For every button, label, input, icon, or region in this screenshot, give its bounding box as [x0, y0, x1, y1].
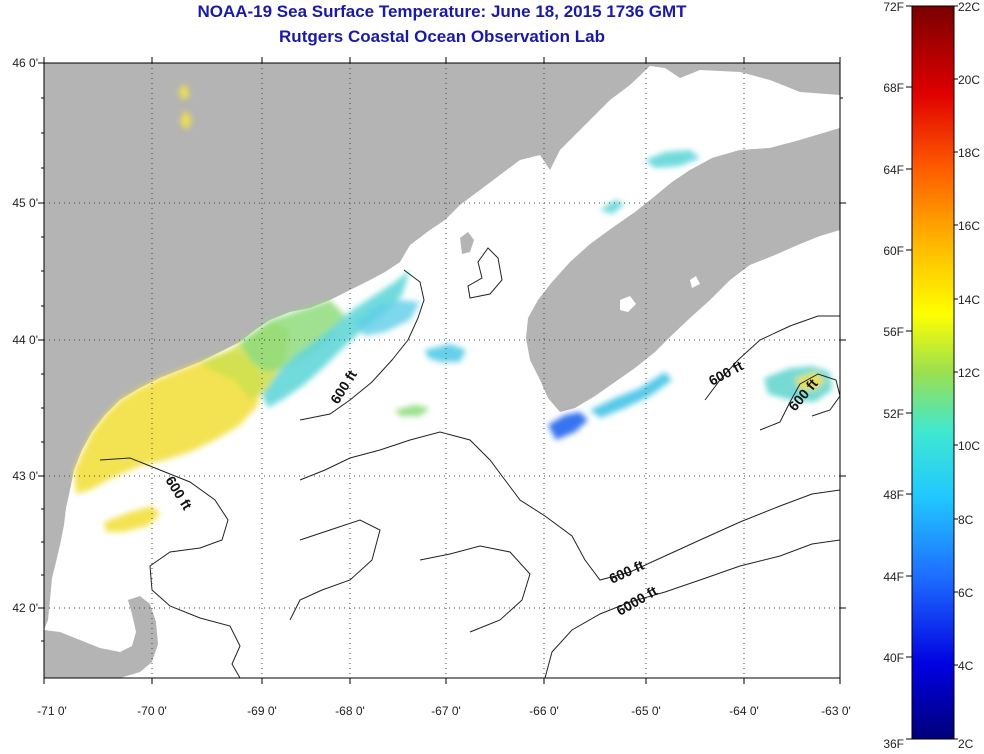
lon-label: -64 0' — [729, 704, 759, 718]
lat-label: 44 0' — [12, 333, 38, 347]
nova-scotia-land — [526, 128, 840, 412]
colorbar-f-label: 56F — [883, 325, 904, 339]
lon-label: -70 0' — [137, 704, 167, 718]
colorbar-c-label: 22C — [958, 0, 980, 14]
mainland-land — [44, 63, 840, 630]
colorbar-f-label: 72F — [883, 0, 904, 14]
lon-label: -67 0' — [431, 704, 461, 718]
nova-scotia-lakes — [620, 276, 700, 312]
lon-label: -65 0' — [631, 704, 661, 718]
colorbar-f-label: 44F — [883, 570, 904, 584]
lon-label: -71 0' — [37, 704, 67, 718]
map-title: NOAA-19 Sea Surface Temperature: June 18… — [197, 2, 687, 21]
colorbar-c-label: 4C — [958, 659, 974, 673]
colorbar-f-label: 60F — [883, 244, 904, 258]
gulf-land — [700, 128, 840, 200]
map-subtitle: Rutgers Coastal Ocean Observation Lab — [279, 27, 605, 46]
colorbar-f-label: 40F — [883, 651, 904, 665]
lat-label: 45 0' — [12, 196, 38, 210]
lon-label: -63 0' — [821, 704, 851, 718]
grand-manan-island — [460, 232, 474, 254]
colorbar-c-label: 18C — [958, 146, 980, 160]
sst-data-layer — [74, 84, 832, 532]
colorbar-c-label: 20C — [958, 73, 980, 87]
cape-cod-land — [44, 596, 158, 678]
colorbar-f-label: 68F — [883, 81, 904, 95]
lat-label: 42 0' — [12, 601, 38, 615]
colorbar-c-label: 14C — [958, 293, 980, 307]
colorbar-c-label: 8C — [958, 513, 974, 527]
lat-label: 46 0' — [12, 56, 38, 70]
colorbar-c-label: 2C — [958, 737, 974, 751]
bathymetry-contours — [99, 247, 840, 678]
colorbar-ticks — [906, 5, 958, 740]
lon-label: -69 0' — [247, 704, 277, 718]
colorbar-c-label: 16C — [958, 219, 980, 233]
axis-ticks — [38, 57, 846, 684]
colorbar-f-label: 48F — [883, 488, 904, 502]
colorbar-f-label: 64F — [883, 163, 904, 177]
temperature-colorbar — [911, 5, 955, 740]
colorbar-c-label: 12C — [958, 366, 980, 380]
map-frame — [43, 62, 841, 679]
lon-label: -66 0' — [529, 704, 559, 718]
colorbar-c-label: 6C — [958, 586, 974, 600]
colorbar-f-label: 36F — [883, 737, 904, 751]
lat-label: 43 0' — [12, 469, 38, 483]
colorbar-c-label: 10C — [958, 439, 980, 453]
colorbar-f-label: 52F — [883, 407, 904, 421]
lon-label: -68 0' — [335, 704, 365, 718]
